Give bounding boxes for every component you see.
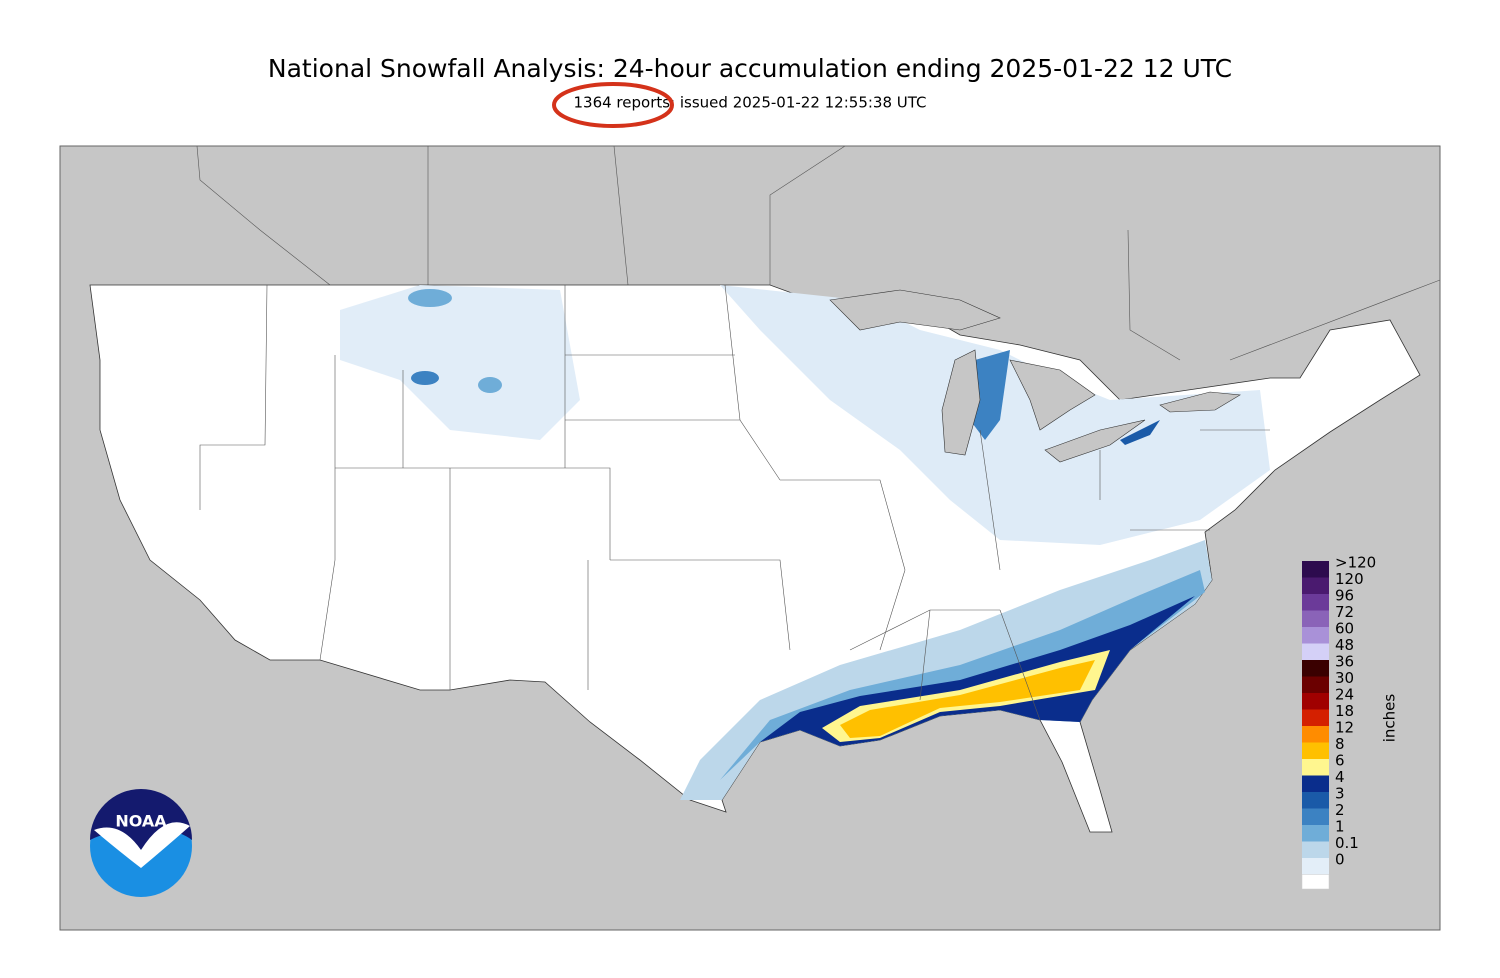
legend-label: 0 xyxy=(1335,851,1345,869)
lake-erie xyxy=(1044,419,1146,463)
annotation-circle xyxy=(552,82,674,128)
snow-area xyxy=(408,289,452,307)
legend-label: 36 xyxy=(1335,653,1354,671)
noaa-logo: NOAA xyxy=(90,789,192,897)
legend-swatch xyxy=(1302,792,1329,809)
legend-label: 2 xyxy=(1335,801,1345,819)
legend-label: 24 xyxy=(1335,686,1354,704)
legend-swatch xyxy=(1302,693,1329,710)
canada-borders xyxy=(196,145,1441,361)
legend-swatch xyxy=(1302,858,1329,875)
legend-label: 12 xyxy=(1335,719,1354,737)
snow-area xyxy=(340,285,580,440)
lake-huron xyxy=(1009,359,1096,431)
snow-area xyxy=(970,350,1010,440)
legend-label: 0.1 xyxy=(1335,834,1359,852)
legend-swatch xyxy=(1302,676,1329,694)
legend-label: 3 xyxy=(1335,785,1345,803)
state-borders xyxy=(199,284,1270,721)
legend-label: 1 xyxy=(1335,818,1345,836)
legend-swatch xyxy=(1302,660,1329,677)
legend-swatch xyxy=(1302,610,1329,628)
legend-label: 72 xyxy=(1335,603,1354,621)
title: National Snowfall Analysis: 24-hour accu… xyxy=(268,54,1232,83)
lake-superior xyxy=(829,289,1001,331)
map xyxy=(59,145,1441,931)
legend-label: 8 xyxy=(1335,735,1345,753)
legend-swatch xyxy=(1302,841,1329,859)
snow-area xyxy=(411,371,439,385)
legend-swatch xyxy=(1302,643,1329,661)
snow-area xyxy=(840,660,1095,738)
legend-label: 6 xyxy=(1335,752,1345,770)
subtitle: 1364 reports; issued 2025-01-22 12:55:38… xyxy=(573,94,926,112)
legend-swatch xyxy=(1302,726,1329,743)
snow-area xyxy=(478,377,502,393)
legend-swatch xyxy=(1302,709,1329,727)
legend-swatch xyxy=(1302,808,1329,826)
snow-area xyxy=(1120,420,1160,445)
snowfall xyxy=(340,285,1270,800)
legend-swatch xyxy=(1302,775,1329,793)
legend-swatch xyxy=(1302,594,1329,611)
legend-label: 30 xyxy=(1335,669,1354,687)
logo-bird xyxy=(94,822,190,868)
legend-swatch xyxy=(1302,577,1329,595)
legend-unit: inches xyxy=(1381,694,1399,743)
legend-label: 60 xyxy=(1335,620,1354,638)
legend-swatch xyxy=(1302,759,1329,776)
legend: inches >1201209672604836302418128643210.… xyxy=(1301,554,1399,890)
legend-swatch xyxy=(1301,874,1330,890)
legend-label: 96 xyxy=(1335,587,1354,605)
legend-label: >120 xyxy=(1335,554,1376,572)
logo-text: NOAA xyxy=(115,812,167,831)
legend-swatch xyxy=(1302,627,1329,644)
legend-swatch xyxy=(1302,825,1329,842)
legend-label: 48 xyxy=(1335,636,1354,654)
legend-swatch xyxy=(1302,561,1329,578)
lake-ontario xyxy=(1159,391,1241,413)
lake-michigan xyxy=(941,349,981,456)
legend-label: 120 xyxy=(1335,570,1364,588)
legend-label: 4 xyxy=(1335,768,1345,786)
legend-label: 18 xyxy=(1335,702,1354,720)
legend-swatch xyxy=(1302,742,1329,760)
